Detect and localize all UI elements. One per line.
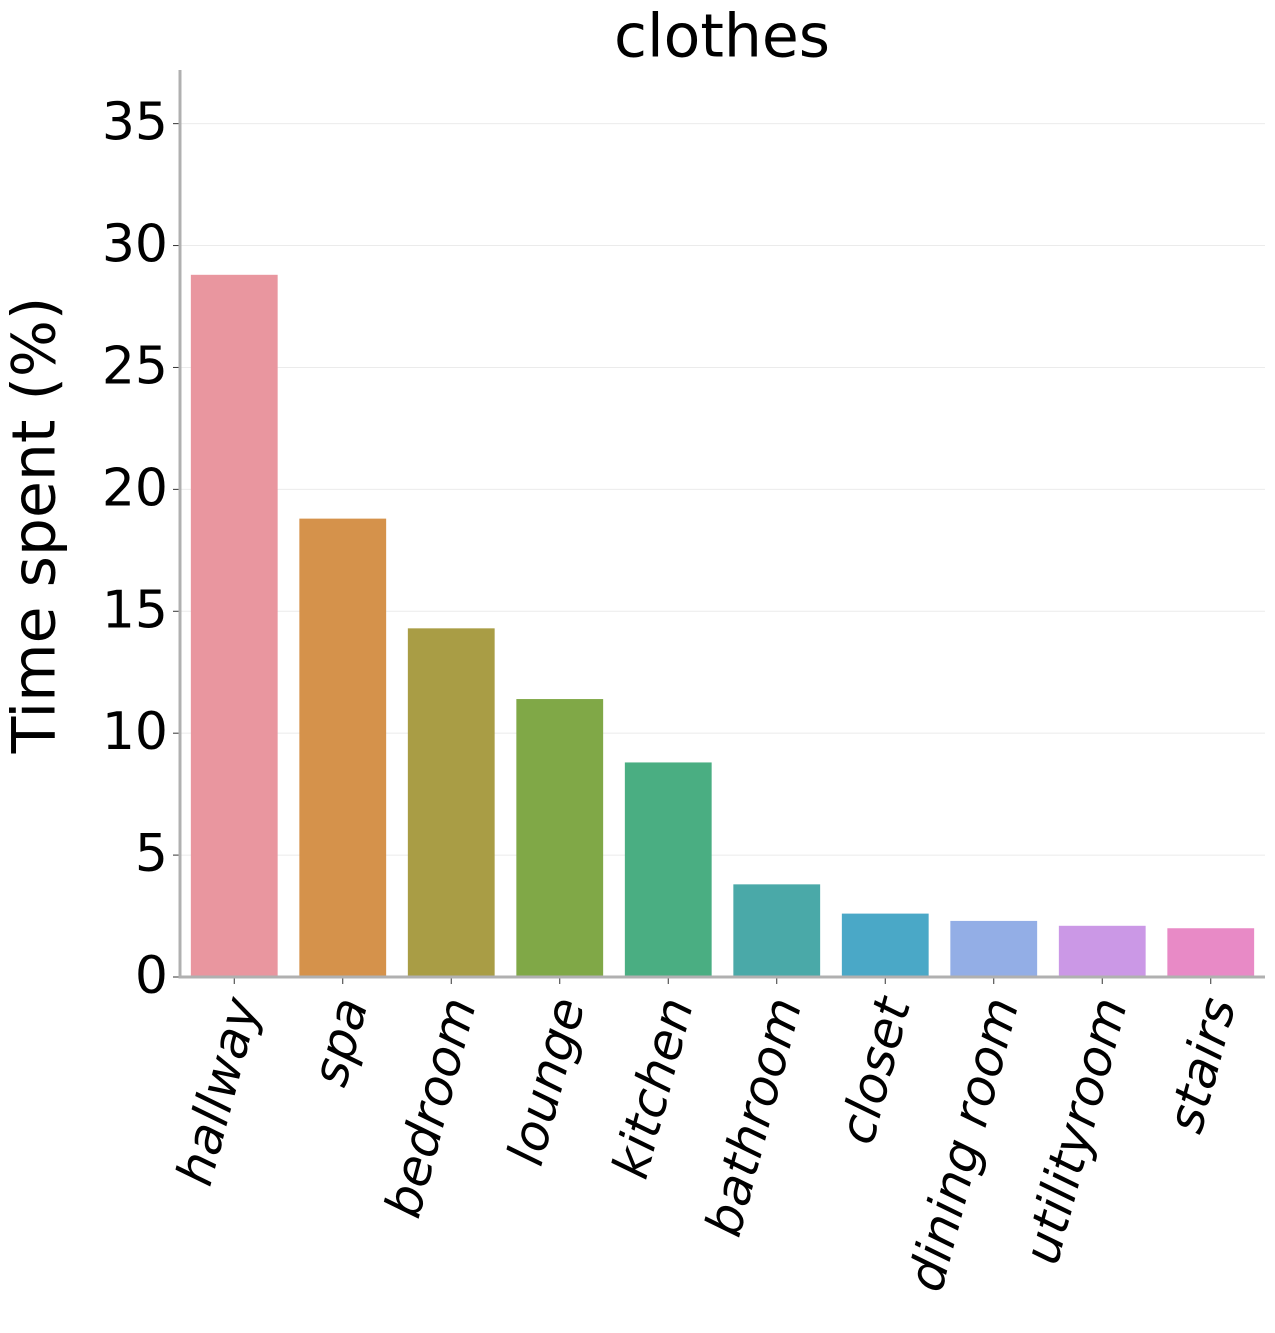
x-tick-label: kitchen: [601, 992, 705, 1185]
bar: [1167, 928, 1255, 977]
y-tick-label: 25: [102, 336, 168, 396]
bar: [407, 628, 495, 977]
bar: [190, 274, 278, 977]
x-tick-label: lounge: [496, 992, 596, 1172]
y-tick-label: 5: [135, 824, 168, 884]
bar: [516, 699, 604, 977]
y-tick-label: 0: [135, 946, 168, 1006]
x-tick-label: hallway: [165, 990, 271, 1191]
x-tick-label: stairs: [1156, 992, 1247, 1139]
x-tick-label: dining room: [896, 992, 1030, 1298]
y-tick-label: 30: [102, 215, 168, 275]
x-tick-label: closet: [827, 989, 922, 1150]
bar: [1058, 925, 1146, 977]
y-tick-label: 35: [102, 93, 168, 153]
chart-title: clothes: [614, 2, 830, 72]
y-tick-label: 10: [102, 702, 168, 762]
bar: [733, 884, 821, 977]
y-axis-label: Time spent (%): [0, 297, 70, 755]
bar: [841, 913, 929, 977]
x-tick-label: bedroom: [374, 992, 488, 1224]
x-tick-label: bathroom: [694, 992, 813, 1243]
bar: [299, 518, 387, 977]
bar: [950, 920, 1038, 977]
y-tick-label: 20: [102, 458, 168, 518]
y-tick-label: 15: [102, 580, 168, 640]
x-tick-label: utilityroom: [1012, 992, 1139, 1270]
bar: [624, 762, 712, 977]
x-tick-label: spa: [300, 992, 379, 1092]
